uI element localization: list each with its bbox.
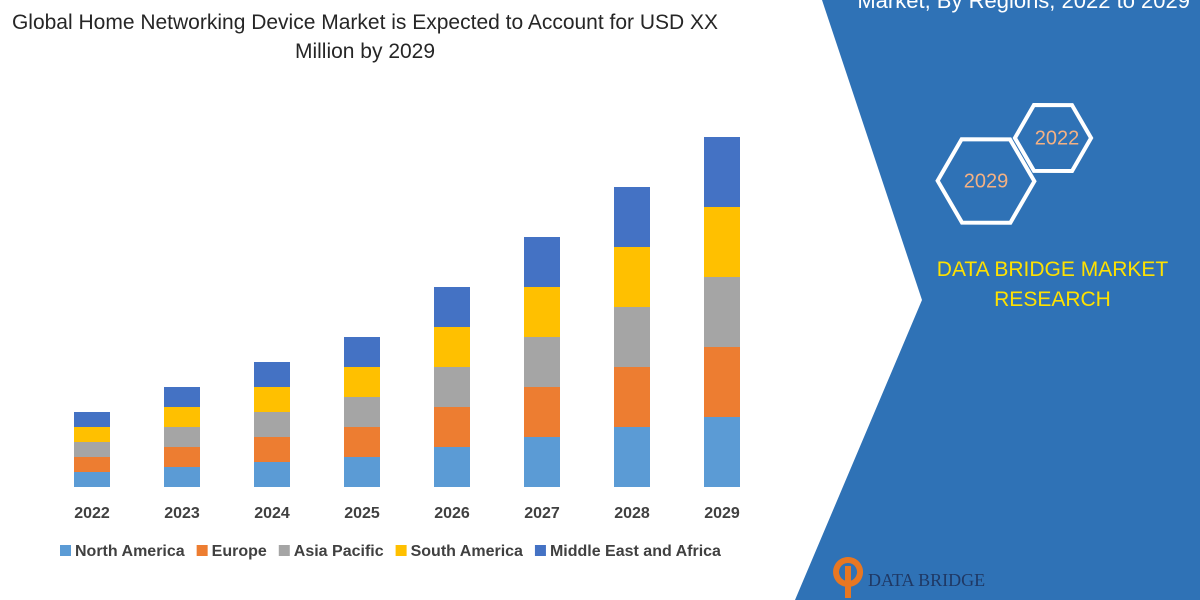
bar-segment bbox=[74, 412, 110, 427]
bar-segment bbox=[434, 407, 470, 447]
bar-segment bbox=[164, 467, 200, 487]
legend-swatch bbox=[395, 545, 407, 556]
bar-segment bbox=[344, 367, 380, 397]
logo-text: DATA BRIDGE bbox=[868, 570, 985, 590]
x-tick-label: 2026 bbox=[434, 505, 470, 522]
bar-segment bbox=[524, 387, 560, 437]
brand-name: DATA BRIDGE MARKET RESEARCH bbox=[936, 258, 1169, 311]
bar-segment bbox=[614, 187, 650, 247]
bar-segment bbox=[164, 427, 200, 447]
bar-segment bbox=[164, 447, 200, 467]
bar-segment bbox=[344, 397, 380, 427]
bar-segment bbox=[254, 462, 290, 487]
bar-segment bbox=[614, 307, 650, 367]
bar-segment bbox=[704, 137, 740, 207]
bar-segment bbox=[164, 387, 200, 407]
bar-segment bbox=[614, 247, 650, 307]
legend-label: Asia Pacific bbox=[294, 543, 384, 560]
bar-segment bbox=[704, 417, 740, 487]
bar-segment bbox=[254, 412, 290, 437]
bar-segment bbox=[704, 347, 740, 417]
legend-label: North America bbox=[75, 543, 185, 560]
bar-segment bbox=[344, 427, 380, 457]
bar-segment bbox=[434, 287, 470, 327]
bar-segment bbox=[74, 442, 110, 457]
bar-segment bbox=[254, 387, 290, 412]
x-tick-label: 2023 bbox=[164, 505, 200, 522]
legend-swatch bbox=[196, 545, 208, 556]
bar-segment bbox=[524, 337, 560, 387]
hexagon bbox=[935, 137, 1037, 225]
x-tick-label: 2025 bbox=[344, 505, 380, 522]
hexagon bbox=[1012, 103, 1094, 173]
hex-label: 2022 bbox=[1035, 127, 1080, 149]
legend-swatch bbox=[278, 545, 290, 556]
bar-segment bbox=[74, 457, 110, 472]
panel-heading: Market, By Regions, 2022 to 2029 bbox=[857, 0, 1190, 13]
bar-segment bbox=[704, 207, 740, 277]
bar-segment bbox=[524, 287, 560, 337]
legend-label: Europe bbox=[212, 543, 267, 560]
legend-label: South America bbox=[411, 543, 523, 560]
bar-segment bbox=[434, 327, 470, 367]
bar-segment bbox=[434, 367, 470, 407]
x-tick-label: 2024 bbox=[254, 505, 290, 522]
bar-segment bbox=[344, 457, 380, 487]
x-tick-label: 2028 bbox=[614, 505, 650, 522]
bar-segment bbox=[614, 367, 650, 427]
x-tick-label: 2027 bbox=[524, 505, 560, 522]
bar-segment bbox=[254, 437, 290, 462]
bar-segment bbox=[704, 277, 740, 347]
bar-segment bbox=[254, 362, 290, 387]
logo-icon bbox=[833, 557, 864, 598]
chart-title: Global Home Networking Device Market is … bbox=[11, 11, 719, 63]
bar-segment bbox=[344, 337, 380, 367]
x-tick-label: 2022 bbox=[74, 505, 110, 522]
bar-segment bbox=[524, 437, 560, 487]
legend-label: Middle East and Africa bbox=[550, 543, 721, 560]
hex-label: 2029 bbox=[964, 170, 1009, 192]
bar-segment bbox=[524, 237, 560, 287]
bar-segment bbox=[74, 472, 110, 487]
bar-segment bbox=[164, 407, 200, 427]
bar-segment bbox=[74, 427, 110, 442]
side-panel bbox=[795, 0, 1200, 600]
bar-segment bbox=[434, 447, 470, 487]
bar-segment bbox=[614, 427, 650, 487]
legend-swatch bbox=[534, 545, 546, 556]
legend-swatch bbox=[60, 545, 71, 556]
x-tick-label: 2029 bbox=[704, 505, 740, 522]
